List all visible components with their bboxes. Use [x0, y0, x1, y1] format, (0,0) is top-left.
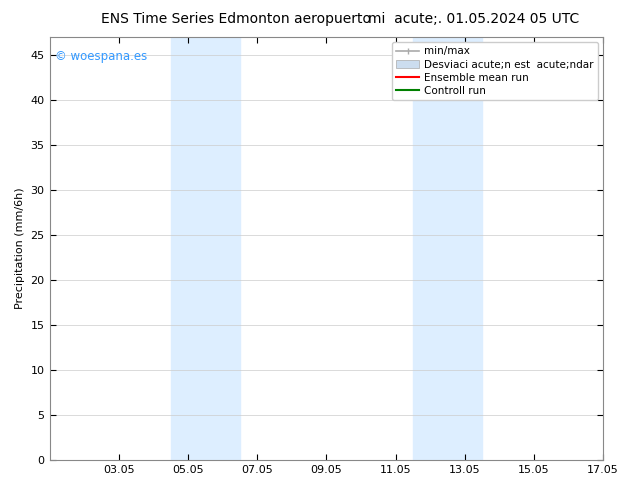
Text: ENS Time Series Edmonton aeropuerto: ENS Time Series Edmonton aeropuerto — [101, 12, 372, 26]
Legend: min/max, Desviaci acute;n est  acute;ndar, Ensemble mean run, Controll run: min/max, Desviaci acute;n est acute;ndar… — [392, 42, 598, 100]
Bar — [413, 37, 482, 460]
Bar — [171, 37, 240, 460]
Text: mi  acute;. 01.05.2024 05 UTC: mi acute;. 01.05.2024 05 UTC — [368, 12, 579, 26]
Y-axis label: Precipitation (mm/6h): Precipitation (mm/6h) — [15, 188, 25, 309]
Text: © woespana.es: © woespana.es — [55, 50, 147, 63]
